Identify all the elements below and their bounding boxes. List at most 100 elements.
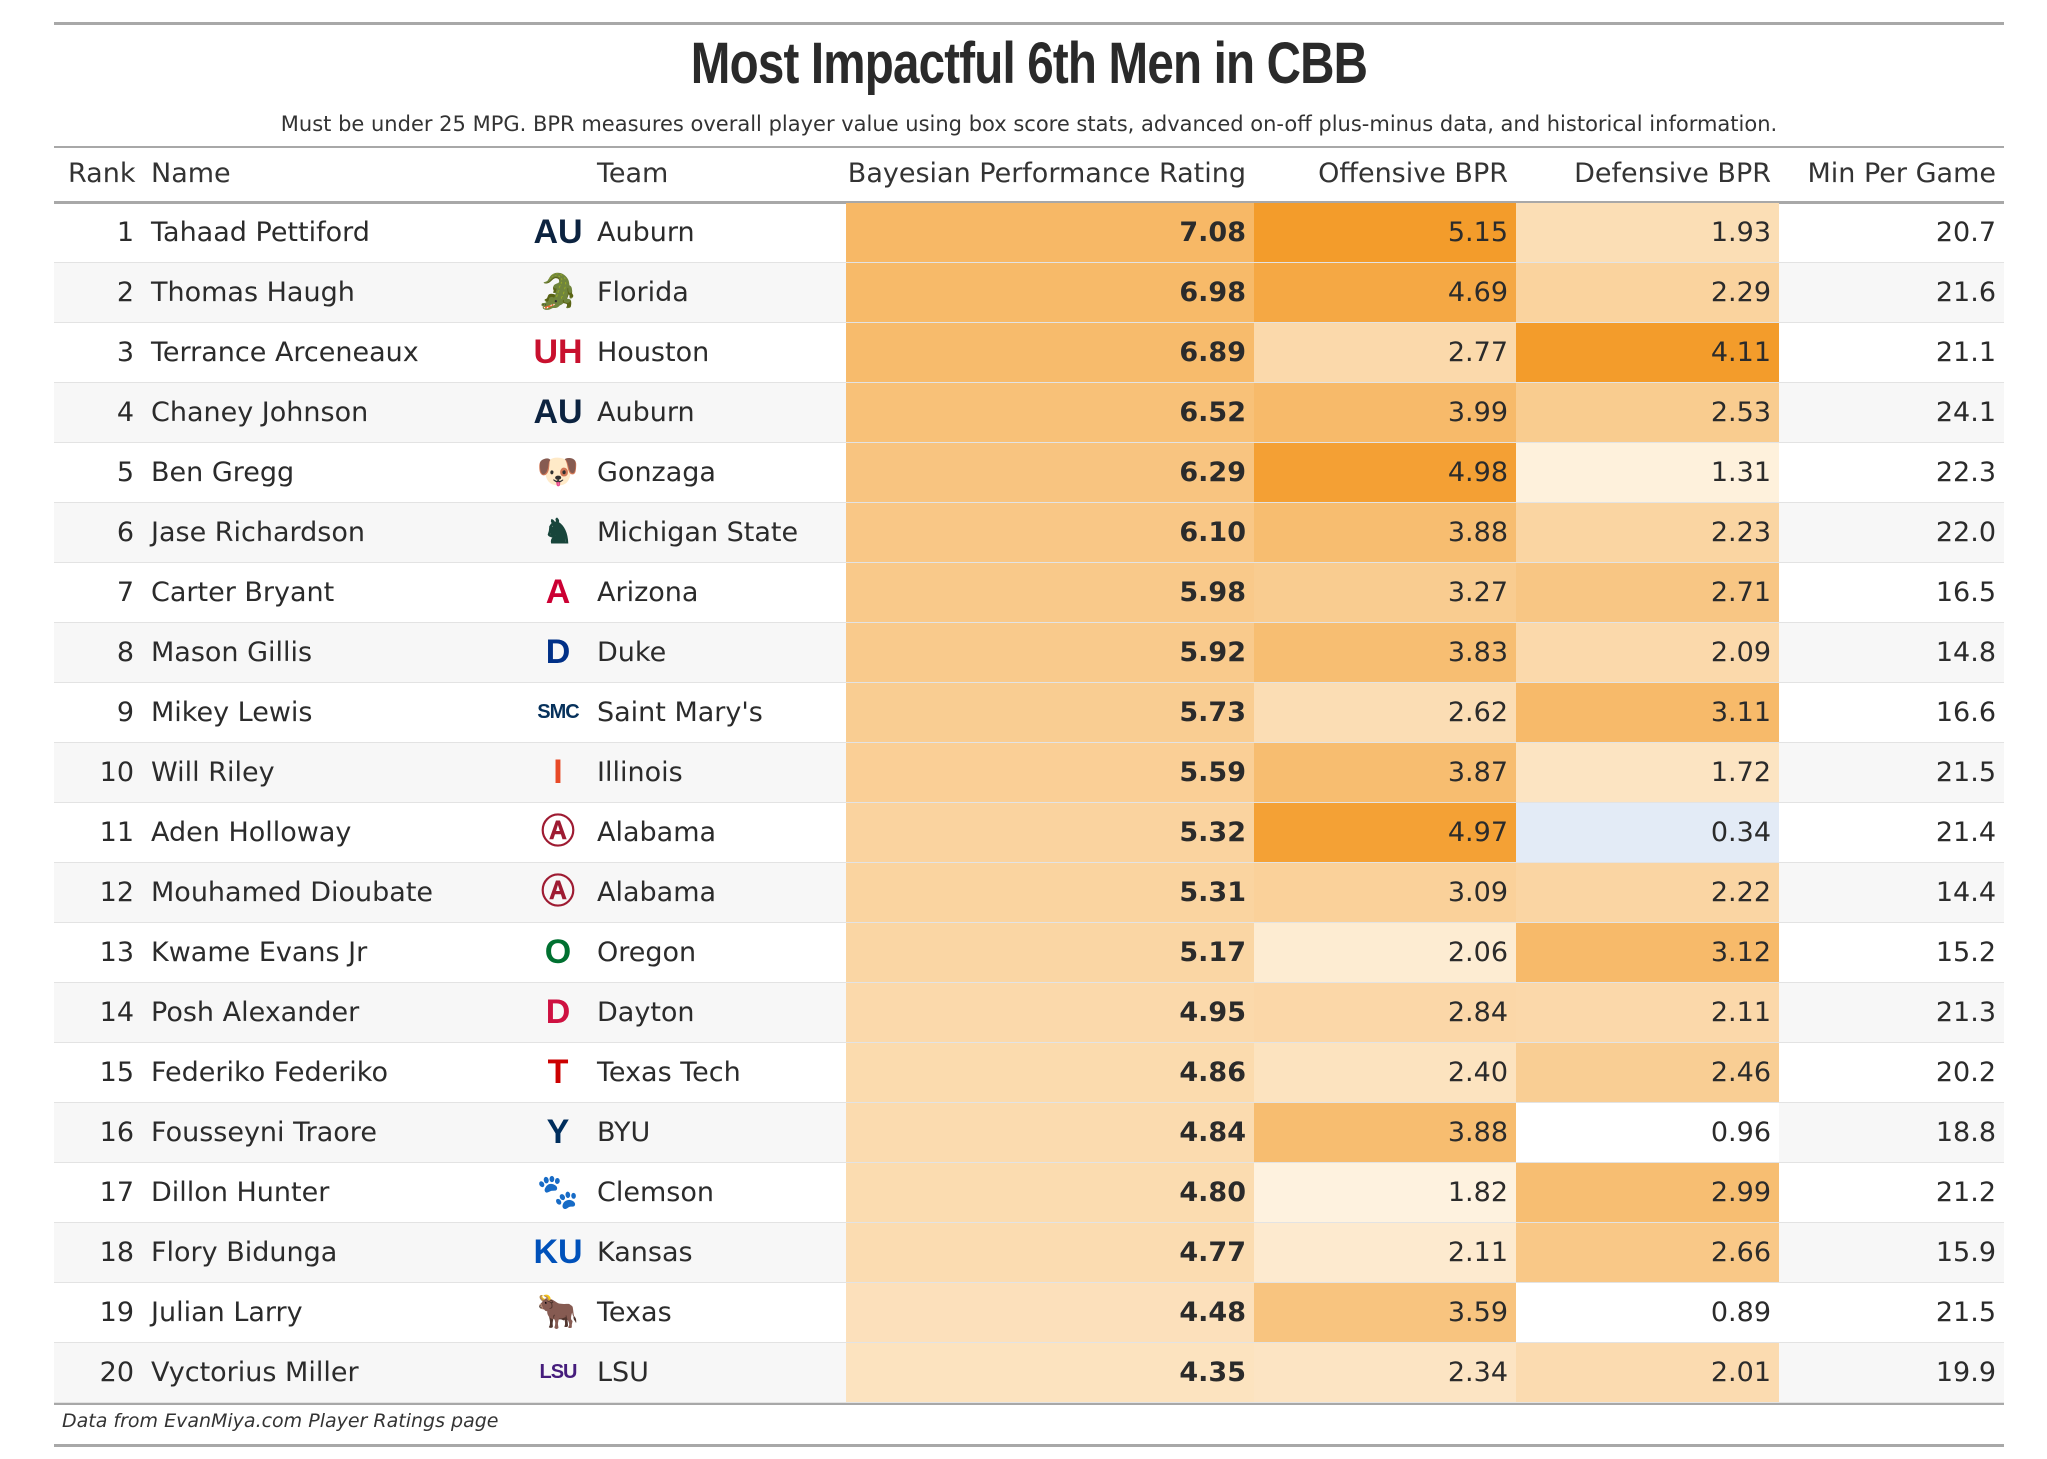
- defensive-bpr-cell: 2.66: [1516, 1223, 1779, 1282]
- table-row: 2 Thomas Haugh 🐊 Florida 6.98 4.69 2.29 21.6: [54, 263, 2004, 323]
- minutes-per-game-cell: 21.3: [1935, 997, 1996, 1028]
- bpr-cell: 4.35: [846, 1343, 1254, 1402]
- alabama-logo-icon: Ⓐ: [541, 873, 575, 911]
- team-name-cell: Saint Mary's: [597, 697, 763, 728]
- lsu-logo-icon: LSU: [539, 1361, 578, 1383]
- bpr-cell: 5.17: [846, 923, 1254, 982]
- bpr-cell: 5.31: [846, 863, 1254, 922]
- bpr-cell: 5.73: [846, 683, 1254, 742]
- dayton-logo-icon: D: [545, 993, 571, 1031]
- header-name: Name: [151, 158, 231, 189]
- rank-cell: 11: [99, 817, 134, 848]
- rank-cell: 15: [99, 1057, 134, 1088]
- minutes-per-game-cell: 16.5: [1935, 577, 1996, 608]
- texas-logo-icon: 🐂: [536, 1293, 580, 1331]
- player-name-cell: Thomas Haugh: [151, 277, 355, 308]
- rank-cell: 17: [99, 1177, 134, 1208]
- team-name-cell: Auburn: [597, 397, 695, 428]
- table-row: 5 Ben Gregg 🐶 Gonzaga 6.29 4.98 1.31 22.3: [54, 443, 2004, 503]
- table-row: 9 Mikey Lewis SMC Saint Mary's 5.73 2.62 3.11 1…: [54, 683, 2004, 743]
- offensive-bpr-cell: 2.11: [1254, 1223, 1516, 1282]
- bpr-cell: 4.77: [846, 1223, 1254, 1282]
- rank-cell: 9: [116, 697, 134, 728]
- defensive-bpr-cell: 2.46: [1516, 1043, 1779, 1102]
- bpr-cell: 5.98: [846, 563, 1254, 622]
- team-name-cell: BYU: [597, 1117, 651, 1148]
- player-name-cell: Mikey Lewis: [151, 697, 313, 728]
- minutes-per-game-cell: 21.5: [1935, 757, 1996, 788]
- bpr-cell: 4.95: [846, 983, 1254, 1042]
- player-name-cell: Tahaad Pettiford: [151, 217, 370, 248]
- minutes-per-game-cell: 21.6: [1935, 277, 1996, 308]
- header-rule: [54, 201, 2004, 204]
- team-name-cell: LSU: [597, 1357, 649, 1388]
- defensive-bpr-cell: 2.09: [1516, 623, 1779, 682]
- bpr-cell: 5.32: [846, 803, 1254, 862]
- bpr-cell: 6.52: [846, 383, 1254, 442]
- header-rank: Rank: [68, 158, 136, 189]
- table-row: 18 Flory Bidunga KU Kansas 4.77 2.11 2.66 15.9: [54, 1223, 2004, 1283]
- team-name-cell: Kansas: [597, 1237, 693, 1268]
- bpr-cell: 4.48: [846, 1283, 1254, 1342]
- team-name-cell: Duke: [597, 637, 667, 668]
- offensive-bpr-cell: 4.97: [1254, 803, 1516, 862]
- team-name-cell: Arizona: [597, 577, 699, 608]
- player-name-cell: Will Riley: [151, 757, 275, 788]
- team-name-cell: Dayton: [597, 997, 695, 1028]
- kansas-logo-icon: KU: [533, 1233, 583, 1271]
- table-row: 15 Federiko Federiko T Texas Tech 4.86 2.40 2.…: [54, 1043, 2004, 1103]
- defensive-bpr-cell: 2.53: [1516, 383, 1779, 442]
- defensive-bpr-cell: 2.99: [1516, 1163, 1779, 1222]
- defensive-bpr-cell: 0.96: [1516, 1103, 1779, 1162]
- table-row: 19 Julian Larry 🐂 Texas 4.48 3.59 0.89 21.5: [54, 1283, 2004, 1343]
- defensive-bpr-cell: 2.23: [1516, 503, 1779, 562]
- table-row: 13 Kwame Evans Jr O Oregon 5.17 2.06 3.12 15.2: [54, 923, 2004, 983]
- minutes-per-game-cell: 21.2: [1935, 1177, 1996, 1208]
- rank-cell: 18: [99, 1237, 134, 1268]
- table-row: 10 Will Riley I Illinois 5.59 3.87 1.72 21.5: [54, 743, 2004, 803]
- oregon-logo-icon: O: [544, 933, 572, 971]
- offensive-bpr-cell: 5.15: [1254, 203, 1516, 262]
- houston-logo-icon: UH: [533, 333, 583, 371]
- team-name-cell: Texas Tech: [597, 1057, 741, 1088]
- minutes-per-game-cell: 22.3: [1935, 457, 1996, 488]
- rank-cell: 6: [116, 517, 134, 548]
- offensive-bpr-cell: 3.09: [1254, 863, 1516, 922]
- rank-cell: 3: [116, 337, 134, 368]
- defensive-bpr-cell: 1.31: [1516, 443, 1779, 502]
- player-name-cell: Ben Gregg: [151, 457, 295, 488]
- bpr-cell: 4.86: [846, 1043, 1254, 1102]
- rank-cell: 2: [116, 277, 134, 308]
- defensive-bpr-cell: 2.22: [1516, 863, 1779, 922]
- subtitle-rule: [54, 146, 2004, 148]
- player-name-cell: Julian Larry: [151, 1297, 303, 1328]
- defensive-bpr-cell: 0.34: [1516, 803, 1779, 862]
- defensive-bpr-cell: 0.89: [1516, 1283, 1779, 1342]
- player-name-cell: Terrance Arceneaux: [151, 337, 419, 368]
- data-source-note: Data from EvanMiya.com Player Ratings pa…: [62, 1410, 499, 1432]
- gonzaga-logo-icon: 🐶: [536, 453, 580, 491]
- rank-cell: 10: [99, 757, 134, 788]
- minutes-per-game-cell: 18.8: [1935, 1117, 1996, 1148]
- bpr-cell: 7.08: [846, 203, 1254, 262]
- minutes-per-game-cell: 21.4: [1935, 817, 1996, 848]
- table-row: 14 Posh Alexander D Dayton 4.95 2.84 2.11 21.3: [54, 983, 2004, 1043]
- minutes-per-game-cell: 20.2: [1935, 1057, 1996, 1088]
- bpr-cell: 6.10: [846, 503, 1254, 562]
- player-name-cell: Carter Bryant: [151, 577, 335, 608]
- bottom-rule: [54, 1403, 2004, 1405]
- minutes-per-game-cell: 21.1: [1935, 337, 1996, 368]
- offensive-bpr-cell: 3.27: [1254, 563, 1516, 622]
- minutes-per-game-cell: 21.5: [1935, 1297, 1996, 1328]
- michigan-state-logo-icon: ♞: [542, 513, 574, 551]
- defensive-bpr-cell: 2.11: [1516, 983, 1779, 1042]
- offensive-bpr-cell: 4.69: [1254, 263, 1516, 322]
- defensive-bpr-cell: 2.01: [1516, 1343, 1779, 1402]
- table-row: 1 Tahaad Pettiford AU Auburn 7.08 5.15 1.93 20.…: [54, 203, 2004, 263]
- rank-cell: 16: [99, 1117, 134, 1148]
- team-name-cell: Alabama: [597, 877, 717, 908]
- team-name-cell: Florida: [597, 277, 689, 308]
- minutes-per-game-cell: 20.7: [1935, 217, 1996, 248]
- table-row: 12 Mouhamed Dioubate Ⓐ Alabama 5.31 3.09 2.22 1…: [54, 863, 2004, 923]
- offensive-bpr-cell: 2.06: [1254, 923, 1516, 982]
